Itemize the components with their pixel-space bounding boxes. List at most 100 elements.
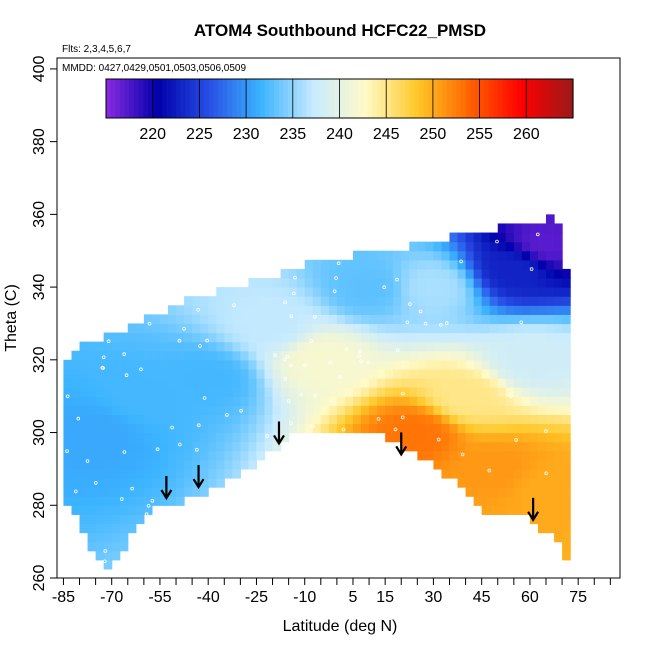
heatmap-cell xyxy=(320,332,330,343)
observation-point xyxy=(65,394,70,399)
heatmap-cell xyxy=(336,332,346,343)
heatmap-cell xyxy=(521,396,531,406)
colorbar-segment xyxy=(278,79,285,118)
heatmap-cell xyxy=(417,250,426,261)
observation-point xyxy=(312,314,317,319)
heatmap-cell xyxy=(433,287,443,297)
heatmap-cell xyxy=(312,296,322,306)
heatmap-cell xyxy=(369,305,378,315)
heatmap-cell xyxy=(425,423,434,434)
heatmap-cell xyxy=(328,259,338,270)
heatmap-cell xyxy=(87,541,97,552)
observation-point xyxy=(436,437,441,442)
heatmap-cell xyxy=(489,232,499,243)
heatmap-cell xyxy=(127,450,137,461)
x-tick-label: 5 xyxy=(349,589,358,606)
heatmap-cell xyxy=(95,478,105,488)
heatmap-cell xyxy=(312,259,322,270)
heatmap-cell xyxy=(344,296,354,306)
heatmap-cell xyxy=(71,487,81,497)
heatmap-cell xyxy=(562,478,571,488)
observation-point xyxy=(393,427,398,432)
observation-point xyxy=(225,413,229,417)
colorbar-segment xyxy=(194,79,200,118)
heatmap-cell xyxy=(336,314,346,325)
heatmap-cell xyxy=(232,378,241,388)
colorbar-segment xyxy=(208,79,215,118)
heatmap-cell xyxy=(562,341,571,352)
heatmap-cell xyxy=(320,414,330,425)
heatmap-cell xyxy=(304,350,314,361)
heatmap-cell xyxy=(521,232,531,243)
heatmap-cell xyxy=(481,496,491,506)
heatmap-cell xyxy=(272,368,282,379)
heatmap-cell xyxy=(176,387,185,397)
heatmap-cell xyxy=(425,359,434,370)
heatmap-cell xyxy=(417,359,426,370)
heatmap-cell xyxy=(457,478,467,488)
heatmap-cell xyxy=(433,259,443,270)
heatmap-cell xyxy=(192,378,201,388)
heatmap-cell xyxy=(176,468,185,479)
heatmap-cell xyxy=(87,359,97,370)
heatmap-cell xyxy=(135,405,145,415)
heatmap-cell xyxy=(224,459,233,470)
observation-point xyxy=(359,359,363,364)
heatmap-cell xyxy=(216,296,225,306)
heatmap-cell xyxy=(280,341,290,352)
heatmap-cell xyxy=(505,368,515,379)
heatmap-cell xyxy=(562,532,571,543)
heatmap-cell xyxy=(336,387,346,397)
heatmap-cell xyxy=(135,396,145,406)
colorbar-segment xyxy=(362,79,369,118)
arrow-marker xyxy=(273,421,285,446)
heatmap-cell xyxy=(393,296,402,306)
observation-point xyxy=(120,497,124,501)
heatmap-cell xyxy=(264,359,274,370)
heatmap-cell xyxy=(417,432,426,443)
heatmap-cell xyxy=(481,250,491,261)
observation-point xyxy=(286,399,291,403)
heatmap-cell xyxy=(240,323,250,334)
heatmap-cell xyxy=(441,296,451,306)
heatmap-cell xyxy=(328,387,338,397)
heatmap-cell xyxy=(95,441,105,452)
heatmap-cell xyxy=(336,423,346,434)
heatmap-cell xyxy=(385,259,394,270)
heatmap-cell xyxy=(312,314,322,325)
heatmap-cell xyxy=(473,250,483,261)
heatmap-cell xyxy=(240,341,250,352)
colorbar-tick-label: 230 xyxy=(233,126,260,143)
heatmap-cell xyxy=(433,314,443,325)
heatmap-cell xyxy=(489,432,499,443)
heatmap-cell xyxy=(167,414,177,425)
heatmap-cell xyxy=(529,432,539,443)
heatmap-cell xyxy=(336,305,346,315)
heatmap-cell xyxy=(119,341,129,352)
heatmap-cell xyxy=(71,378,81,388)
heatmap-cell xyxy=(143,387,153,397)
heatmap-cell xyxy=(328,332,338,343)
heatmap-cell xyxy=(546,296,555,306)
observation-point xyxy=(366,360,370,365)
colorbar-segment xyxy=(213,79,219,118)
heatmap-cell xyxy=(336,396,346,406)
heatmap-cell xyxy=(240,287,250,297)
heatmap-cell xyxy=(79,359,89,370)
heatmap-cell xyxy=(264,305,274,315)
heatmap-cell xyxy=(143,450,153,461)
heatmap-cell xyxy=(361,268,370,279)
heatmap-cell xyxy=(296,387,306,397)
heatmap-cell xyxy=(481,478,491,488)
heatmap-cell xyxy=(256,405,266,415)
heatmap-cell xyxy=(159,341,169,352)
heatmap-cell xyxy=(529,487,539,497)
heatmap-cell xyxy=(521,387,531,397)
heatmap-cell xyxy=(521,478,531,488)
heatmap-cell xyxy=(103,441,113,452)
heatmap-cell xyxy=(546,414,555,425)
heatmap-cell xyxy=(224,296,233,306)
heatmap-cell xyxy=(513,268,523,279)
heatmap-cell xyxy=(449,278,459,288)
heatmap-cell xyxy=(441,250,451,261)
